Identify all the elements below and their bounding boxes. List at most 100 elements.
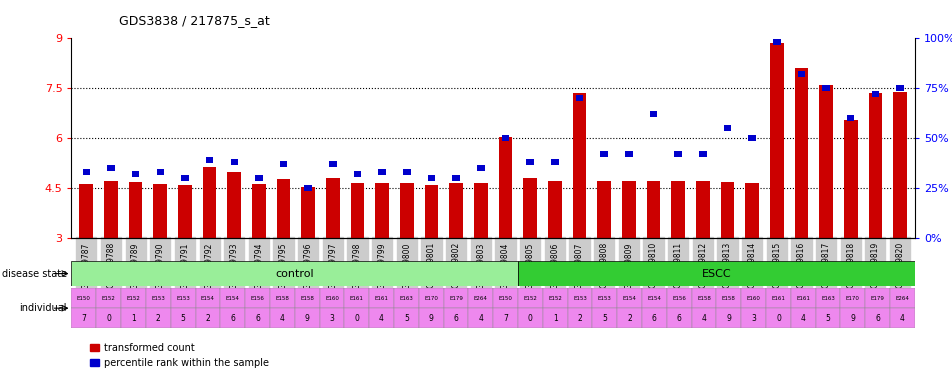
Text: E153: E153 [151,296,165,301]
Bar [368,308,393,328]
Bar [403,169,410,175]
Text: 0: 0 [106,314,111,323]
Bar [892,92,906,238]
Bar [156,169,164,175]
Text: 9: 9 [428,314,433,323]
Text: E158: E158 [696,296,710,301]
Bar [518,288,543,308]
Bar [443,308,467,328]
Bar [502,135,508,141]
Bar [567,288,592,308]
Bar [543,288,567,308]
Bar [220,288,245,308]
Text: 4: 4 [379,314,384,323]
Bar [71,261,518,286]
Bar [572,93,585,238]
Text: 0: 0 [775,314,780,323]
Text: 3: 3 [750,314,755,323]
Text: 9: 9 [849,314,854,323]
Bar [228,172,241,238]
Text: 6: 6 [453,314,458,323]
Bar [649,111,657,117]
Bar [642,288,666,308]
Text: E170: E170 [424,296,438,301]
Bar [642,308,666,328]
Text: E152: E152 [547,296,562,301]
Bar [181,175,188,181]
Bar [280,161,287,167]
Bar [666,288,691,308]
Bar [131,171,139,177]
Bar [269,288,294,308]
Bar [790,308,815,328]
Text: E160: E160 [746,296,760,301]
Bar [723,125,730,131]
Text: 5: 5 [404,314,408,323]
Bar [625,151,632,157]
Text: E160: E160 [325,296,339,301]
Bar [206,157,213,163]
Bar [744,183,758,238]
Bar [294,308,319,328]
Bar [71,308,96,328]
Bar [769,43,783,238]
Bar [518,308,543,328]
Text: E150: E150 [77,296,90,301]
Bar [772,40,780,45]
Bar [695,181,709,238]
Bar [146,288,170,308]
Bar [378,169,386,175]
Bar [543,308,567,328]
Text: 4: 4 [899,314,904,323]
Text: 6: 6 [651,314,656,323]
Bar [269,308,294,328]
Bar [79,184,93,238]
Bar [864,308,889,328]
Bar [547,181,561,238]
Bar [255,175,263,181]
Text: 5: 5 [181,314,186,323]
Bar [301,187,315,238]
Bar [96,308,121,328]
Text: E161: E161 [771,296,784,301]
Text: 6: 6 [874,314,880,323]
Bar [449,183,463,238]
Bar [121,308,146,328]
Bar [170,288,195,308]
Text: 9: 9 [305,314,309,323]
Text: 4: 4 [701,314,705,323]
Text: E156: E156 [671,296,685,301]
Text: 4: 4 [280,314,285,323]
Bar [747,135,755,141]
Text: E158: E158 [275,296,289,301]
Bar [864,288,889,308]
Text: 6: 6 [255,314,260,323]
Bar [153,184,167,238]
Text: 2: 2 [156,314,161,323]
Text: disease state: disease state [2,268,67,279]
Bar [867,93,882,238]
Bar [252,184,266,238]
Text: control: control [275,268,314,279]
Text: 4: 4 [478,314,483,323]
Text: E179: E179 [870,296,883,301]
Text: E179: E179 [448,296,463,301]
Bar [691,308,716,328]
Bar [467,288,493,308]
Bar [765,288,790,308]
Bar [326,178,339,238]
Text: E163: E163 [399,296,413,301]
Bar [493,308,518,328]
Bar [794,68,807,238]
Bar [319,288,344,308]
Bar [741,288,765,308]
Bar [452,175,460,181]
Bar [889,288,914,308]
Bar [765,308,790,328]
Text: E154: E154 [226,296,239,301]
Bar [720,182,733,238]
Bar [592,288,617,308]
Bar [83,169,89,175]
Bar [871,91,879,97]
Text: 7: 7 [81,314,87,323]
